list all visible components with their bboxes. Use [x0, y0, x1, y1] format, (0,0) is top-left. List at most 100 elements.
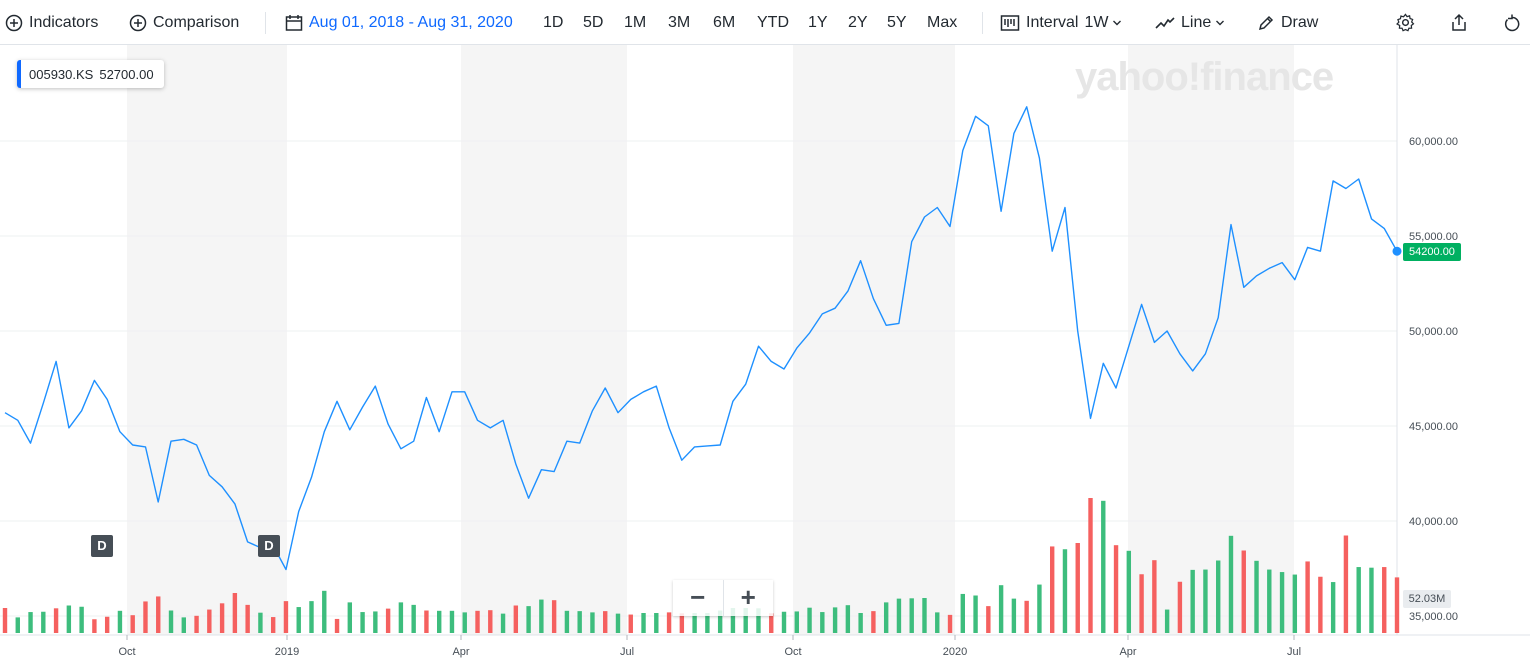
- volume-bar: [539, 599, 544, 633]
- plus-circle-icon: [5, 14, 23, 31]
- volume-bar: [909, 598, 914, 633]
- volume-bar: [1369, 567, 1374, 633]
- volume-bar: [53, 608, 59, 633]
- zoom-out-button[interactable]: −: [690, 582, 706, 612]
- x-tick-label: 2020: [943, 646, 967, 658]
- range-6m-button[interactable]: 6M: [713, 14, 736, 31]
- volume-bar: [1394, 577, 1400, 633]
- series-color-bar: [17, 60, 21, 88]
- volume-bar: [41, 611, 46, 633]
- reset-button[interactable]: [1503, 0, 1521, 45]
- volume-bar: [756, 608, 761, 633]
- y-tick-label: 45,000.00: [1409, 421, 1458, 433]
- draw-button[interactable]: Draw: [1257, 0, 1318, 45]
- volume-bar: [168, 610, 174, 633]
- volume-bar: [820, 612, 825, 633]
- volume-bar: [1267, 569, 1272, 633]
- volume-bar: [551, 600, 557, 633]
- range-1y-button[interactable]: 1Y: [808, 14, 828, 31]
- dividend-marker[interactable]: D: [258, 535, 280, 557]
- range-2y-button[interactable]: 2Y: [848, 14, 868, 31]
- volume-bar: [769, 613, 774, 633]
- date-range-picker[interactable]: Aug 01, 2018 - Aug 31, 2020: [285, 0, 513, 45]
- volume-bar: [1126, 550, 1132, 633]
- volume-bar: [194, 615, 199, 633]
- volume-bar: [296, 607, 301, 633]
- x-tick-label: Apr: [452, 646, 469, 658]
- volume-bar: [781, 611, 787, 633]
- comparison-button[interactable]: Comparison: [129, 0, 239, 45]
- volume-bar: [219, 603, 225, 633]
- volume-bar: [1382, 567, 1387, 633]
- pencil-icon: [1258, 15, 1274, 30]
- volume-bar: [347, 602, 353, 633]
- quote-value: 52700.00: [99, 66, 154, 82]
- y-tick-label: 35,000.00: [1409, 611, 1458, 623]
- line-chart-icon: [1155, 16, 1175, 29]
- volume-bar: [615, 613, 621, 633]
- yahoo-finance-watermark: yahoo!finance: [1075, 55, 1334, 99]
- interval-value: 1W: [1084, 13, 1109, 31]
- range-1d-button[interactable]: 1D: [543, 14, 564, 31]
- volume-bar: [845, 605, 851, 633]
- chart-area[interactable]: 60,000.00 55,000.00 50,000.00 45,000.00 40,0…: [0, 45, 1530, 667]
- volume-bar: [717, 610, 723, 633]
- range-ytd-button[interactable]: YTD: [757, 14, 789, 31]
- volume-bar: [564, 610, 570, 633]
- period-shade-band: [793, 45, 955, 635]
- candle-icon: [1000, 14, 1020, 31]
- volume-bar: [1164, 609, 1170, 633]
- volume-bar: [283, 601, 289, 633]
- volume-bar: [935, 612, 940, 633]
- volume-bar: [270, 617, 276, 633]
- volume-bar: [1228, 535, 1234, 633]
- range-5y-button[interactable]: 5Y: [887, 14, 907, 31]
- volume-bar: [66, 605, 72, 633]
- volume-bar: [666, 612, 672, 633]
- volume-bar: [513, 605, 519, 633]
- volume-bar: [437, 610, 442, 633]
- volume-bar: [28, 612, 33, 633]
- volume-bar: [322, 590, 327, 633]
- chevron-down-icon: [1113, 20, 1122, 25]
- x-tick-label: Oct: [118, 646, 135, 658]
- volume-bar: [1139, 574, 1144, 633]
- draw-label: Draw: [1281, 13, 1319, 31]
- range-3m-button[interactable]: 3M: [668, 14, 691, 31]
- volume-bar: [1011, 598, 1017, 633]
- volume-bar: [577, 611, 582, 633]
- chart-type-dropdown[interactable]: Line: [1155, 0, 1225, 45]
- volume-bar: [1241, 550, 1246, 633]
- share-button[interactable]: [1450, 0, 1468, 45]
- range-5d-button[interactable]: 5D: [583, 14, 604, 31]
- price-chart[interactable]: 60,000.00 55,000.00 50,000.00 45,000.00 40,0…: [0, 45, 1530, 667]
- y-tick-label: 60,000.00: [1409, 136, 1458, 148]
- volume-bar: [973, 595, 978, 633]
- volume-bar: [181, 617, 186, 633]
- settings-button[interactable]: [1396, 0, 1415, 45]
- range-1m-button[interactable]: 1M: [624, 14, 647, 31]
- volume-bar: [1305, 561, 1310, 633]
- volume-bar: [794, 611, 799, 633]
- date-range-label: Aug 01, 2018 - Aug 31, 2020: [309, 13, 513, 31]
- volume-bar: [986, 606, 991, 633]
- volume-bar: [1343, 535, 1349, 633]
- volume-bar: [309, 601, 314, 633]
- quote-symbol: 005930.KS: [29, 66, 94, 82]
- x-tick-label: Jul: [620, 646, 634, 658]
- volume-bar: [603, 611, 608, 633]
- x-tick-label: Apr: [1119, 646, 1136, 658]
- interval-dropdown[interactable]: Interval 1W: [1000, 0, 1122, 45]
- volume-bar: [947, 614, 953, 633]
- volume-bar: [858, 613, 863, 633]
- comparison-label: Comparison: [153, 13, 240, 31]
- range-max-button[interactable]: Max: [927, 14, 958, 31]
- x-tick-label: Jul: [1287, 646, 1301, 658]
- volume-bar: [832, 607, 838, 633]
- volume-bar: [117, 610, 123, 633]
- volume-bar: [385, 608, 391, 633]
- zoom-control: − +: [673, 580, 773, 616]
- dividend-marker[interactable]: D: [91, 535, 113, 557]
- indicators-button[interactable]: Indicators: [5, 0, 98, 45]
- zoom-in-button[interactable]: +: [722, 580, 774, 616]
